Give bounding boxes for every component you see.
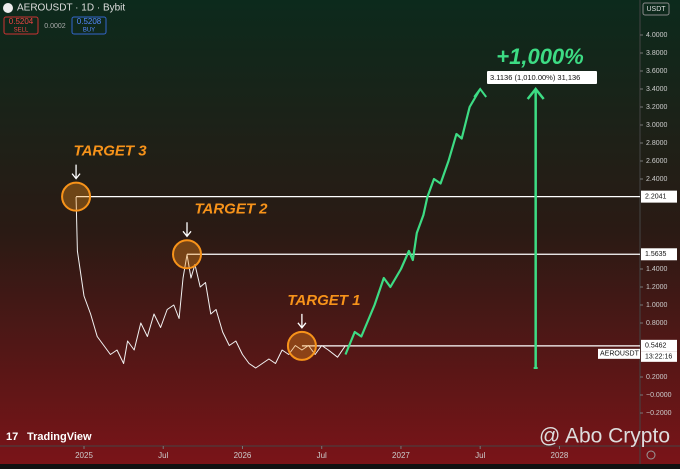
symbol-tag <box>598 348 640 359</box>
brand-logo: 17 <box>6 431 18 443</box>
y-tick-label: 3.6000 <box>646 68 668 75</box>
y-tick-label: 4.0000 <box>646 32 668 39</box>
y-tick-label: 3.8000 <box>646 50 668 57</box>
currency: USDT <box>646 6 666 13</box>
y-tick-label: −0.0000 <box>646 392 672 399</box>
y-tick-label: 3.4000 <box>646 86 668 93</box>
target-circle <box>172 239 203 270</box>
sell-label: SELL <box>14 28 29 34</box>
x-tick-label: Jul <box>317 451 327 460</box>
y-tick-label: 2.6000 <box>646 158 668 165</box>
x-tick-label: Jul <box>158 451 168 460</box>
target-arrow <box>182 222 192 238</box>
buy-label: BUY <box>83 28 95 34</box>
y-tick-label: 3.2000 <box>646 104 668 111</box>
target-circle <box>61 181 92 212</box>
y-tick-label: 1.4000 <box>646 266 668 273</box>
level-label: 2.2041 <box>645 193 667 200</box>
target-label: TARGET 1 <box>287 292 360 309</box>
buy-price: 0.5208 <box>77 17 102 26</box>
target-arrow <box>297 313 307 329</box>
x-tick-label: 2028 <box>551 451 569 460</box>
settings-icon[interactable] <box>646 450 656 460</box>
countdown: 13:22:16 <box>645 354 672 361</box>
gain-arrow-head <box>526 86 545 100</box>
level-label: 0.5462 <box>645 343 667 350</box>
y-tick-label: 2.8000 <box>646 140 668 147</box>
arrow-head <box>473 87 487 98</box>
brand: TradingView <box>27 431 92 443</box>
watermark: @ Abo Crypto <box>539 425 670 448</box>
y-tick-label: 1.2000 <box>646 284 668 291</box>
price-line <box>344 88 482 355</box>
buy-button[interactable] <box>71 16 107 35</box>
tooltip: 3.1136 (1,010.00%) 31,136 <box>490 73 580 82</box>
y-tick-label: 0.2000 <box>646 374 668 381</box>
symbol-line: AEROUSDT · 1D · Bybit <box>17 3 125 14</box>
level-label: 1.5635 <box>645 251 667 258</box>
y-tick-label: −0.2000 <box>646 410 672 417</box>
gain-text: +1,000% <box>496 44 583 69</box>
tooltip-box <box>487 71 597 84</box>
y-tick-label: 3.0000 <box>646 122 668 129</box>
sell-button[interactable] <box>3 16 39 35</box>
symbol-icon <box>3 3 13 13</box>
price-line <box>75 196 346 369</box>
level-tag <box>641 339 677 352</box>
level-tag <box>641 190 677 203</box>
x-tick-label: 2027 <box>392 451 410 460</box>
x-tick-label: 2025 <box>75 451 93 460</box>
sell-price: 0.5204 <box>9 17 34 26</box>
currency-box[interactable] <box>642 2 670 16</box>
target-label: TARGET 2 <box>194 200 268 217</box>
countdown-tag <box>641 351 677 362</box>
target-label: TARGET 3 <box>74 143 148 160</box>
y-tick-label: 1.0000 <box>646 302 668 309</box>
y-tick-label: 0.8000 <box>646 320 668 327</box>
x-tick-label: Jul <box>475 451 485 460</box>
target-circle <box>286 330 317 361</box>
y-tick-label: 2.4000 <box>646 176 668 183</box>
target-arrow <box>71 164 81 180</box>
x-tick-label: 2026 <box>234 451 252 460</box>
current-symbol: AEROUSDT <box>600 351 640 358</box>
spread: 0.0002 <box>44 23 66 30</box>
level-tag <box>641 248 677 261</box>
